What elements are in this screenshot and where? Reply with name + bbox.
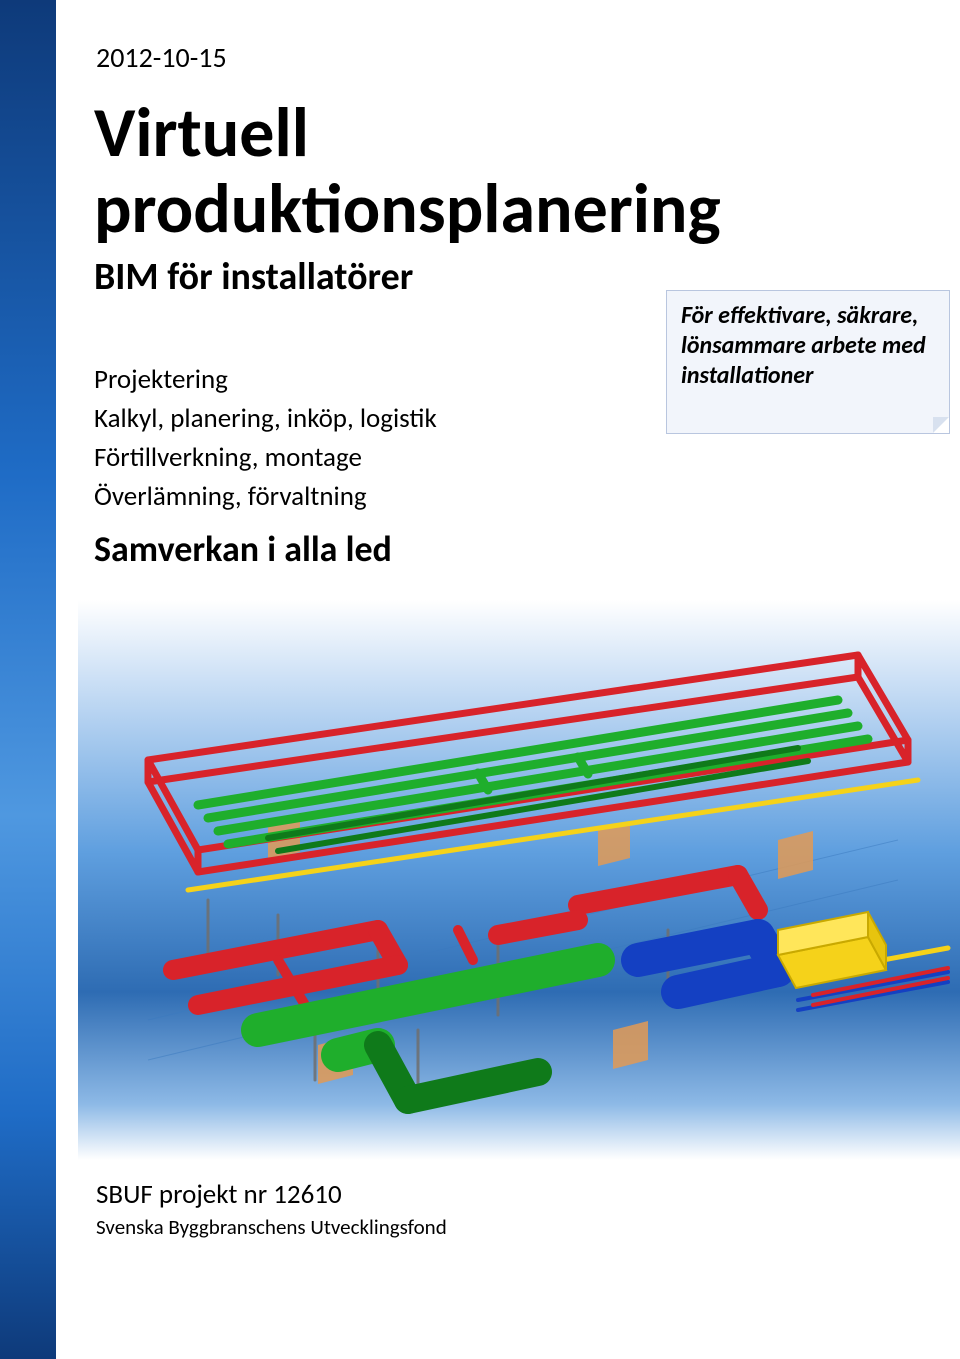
bullets-block: Projektering Kalkyl, planering, inköp, l… bbox=[94, 360, 437, 575]
page: 2012-10-15 Virtuell produktionsplanering… bbox=[0, 0, 960, 1359]
spine-gradient-bar bbox=[0, 0, 56, 1359]
bim-diagram-panel bbox=[78, 600, 960, 1160]
folded-corner-icon bbox=[933, 417, 949, 433]
bullet-item: Projektering bbox=[94, 360, 437, 399]
footer-project-line: SBUF projekt nr 12610 bbox=[96, 1178, 342, 1211]
callout-note: För effektivare, säkrare, lönsammare arb… bbox=[666, 290, 950, 434]
bullet-item: Kalkyl, planering, inköp, logistik bbox=[94, 399, 437, 438]
bullet-item: Förtillverkning, montage bbox=[94, 438, 437, 477]
content-area: 2012-10-15 Virtuell produktionsplanering… bbox=[56, 0, 960, 1359]
title-line-2: produktionsplanering bbox=[94, 172, 721, 246]
title-line-1: Virtuell bbox=[94, 96, 309, 170]
document-date: 2012-10-15 bbox=[96, 40, 227, 75]
bim-diagram-svg bbox=[78, 600, 960, 1160]
callout-note-text: För effektivare, säkrare, lönsammare arb… bbox=[681, 301, 926, 390]
section-header: Samverkan i alla led bbox=[94, 523, 437, 575]
subtitle: BIM för installatörer bbox=[94, 254, 413, 300]
bullet-item: Överlämning, förvaltning bbox=[94, 477, 437, 516]
footer-org-line: Svenska Byggbranschens Utvecklingsfond bbox=[96, 1214, 447, 1240]
